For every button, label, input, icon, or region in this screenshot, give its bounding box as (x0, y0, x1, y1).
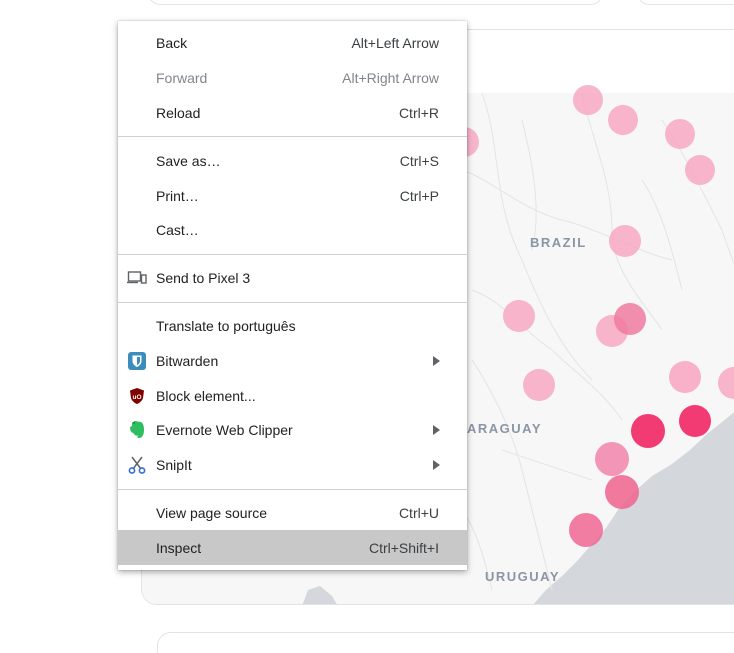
menu-item-view-page-source[interactable]: View page source Ctrl+U (118, 496, 467, 531)
map-marker[interactable] (614, 303, 646, 335)
map-label-paraguay: ARAGUAY (467, 421, 542, 436)
bottom-card (157, 632, 734, 653)
map-marker[interactable] (609, 225, 641, 257)
ublock-icon: uO (127, 386, 147, 406)
menu-item-label: View page source (156, 504, 268, 521)
submenu-arrow-icon (433, 460, 440, 471)
bitwarden-icon (127, 351, 147, 371)
menu-item-label: Cast… (156, 222, 199, 239)
menu-item-inspect[interactable]: Inspect Ctrl+Shift+I (118, 530, 467, 566)
menu-item-shortcut: Alt+Left Arrow (351, 35, 439, 52)
menu-item-label: Evernote Web Clipper (156, 422, 293, 439)
svg-text:uO: uO (132, 394, 141, 401)
map-marker[interactable] (685, 155, 715, 185)
menu-item-bitwarden[interactable]: Bitwarden (118, 343, 467, 378)
submenu-arrow-icon (433, 425, 440, 436)
menu-item-label: Save as… (156, 152, 221, 169)
menu-item-block-element[interactable]: uO Block element... (118, 378, 467, 413)
submenu-arrow-icon (433, 355, 440, 366)
map-marker[interactable] (573, 85, 603, 115)
map-ocean (533, 412, 734, 604)
menu-item-forward: Forward Alt+Right Arrow (118, 61, 467, 96)
map-marker[interactable] (605, 475, 639, 509)
menu-item-save-as[interactable]: Save as… Ctrl+S (118, 143, 467, 178)
map-marker[interactable] (718, 367, 734, 399)
menu-item-translate-to-portugu-s[interactable]: Translate to português (118, 309, 467, 344)
menu-item-reload[interactable]: Reload Ctrl+R (118, 96, 467, 131)
menu-separator (118, 253, 467, 255)
top-card-right (636, 0, 734, 5)
menu-item-label: Inspect (156, 539, 202, 556)
map-marker[interactable] (665, 119, 695, 149)
map-marker[interactable] (631, 414, 665, 448)
map-marker[interactable] (669, 361, 701, 393)
map-marker[interactable] (503, 300, 535, 332)
evernote-icon (127, 420, 147, 440)
menu-separator (118, 136, 467, 138)
menu-separator (118, 301, 467, 303)
menu-item-back[interactable]: Back Alt+Left Arrow (118, 26, 467, 61)
menu-item-shortcut: Ctrl+Shift+I (368, 539, 439, 556)
top-card-left (147, 0, 604, 5)
scissors-icon (127, 455, 147, 475)
menu-item-label: Send to Pixel 3 (156, 270, 251, 287)
menu-item-label: Back (156, 35, 188, 52)
map-marker[interactable] (608, 105, 638, 135)
menu-item-shortcut: Ctrl+R (398, 104, 439, 121)
menu-item-shortcut: Ctrl+U (398, 504, 439, 521)
menu-item-shortcut: Ctrl+P (399, 187, 439, 204)
menu-separator (118, 488, 467, 490)
menu-item-label: Print… (156, 187, 199, 204)
map-borders (441, 92, 734, 591)
menu-item-snipit[interactable]: SnipIt (118, 448, 467, 483)
menu-item-print[interactable]: Print… Ctrl+P (118, 178, 467, 213)
menu-item-label: Block element... (156, 387, 256, 404)
menu-item-cast[interactable]: Cast… (118, 213, 467, 248)
menu-item-shortcut: Ctrl+S (399, 152, 439, 169)
menu-item-evernote-web-clipper[interactable]: Evernote Web Clipper (118, 413, 467, 448)
menu-item-shortcut: Alt+Right Arrow (342, 70, 439, 87)
map-marker[interactable] (595, 442, 629, 476)
map-marker[interactable] (523, 369, 555, 401)
map-markers (449, 85, 734, 547)
context-menu[interactable]: Back Alt+Left Arrow Forward Alt+Right Arrow… (118, 21, 467, 570)
map-marker[interactable] (569, 513, 603, 547)
menu-item-label: Bitwarden (156, 352, 219, 369)
menu-item-label: SnipIt (156, 457, 192, 474)
map-marker[interactable] (679, 405, 711, 437)
menu-item-label: Forward (156, 70, 208, 87)
menu-item-send-to-pixel-3[interactable]: Send to Pixel 3 (118, 261, 467, 296)
menu-item-label: Reload (156, 104, 201, 121)
devices-icon (127, 268, 147, 288)
map-label-uruguay: URUGUAY (485, 569, 560, 584)
map-label-brazil: BRAZIL (530, 235, 587, 250)
map-lagoon (302, 586, 337, 604)
menu-item-label: Translate to português (156, 317, 296, 334)
